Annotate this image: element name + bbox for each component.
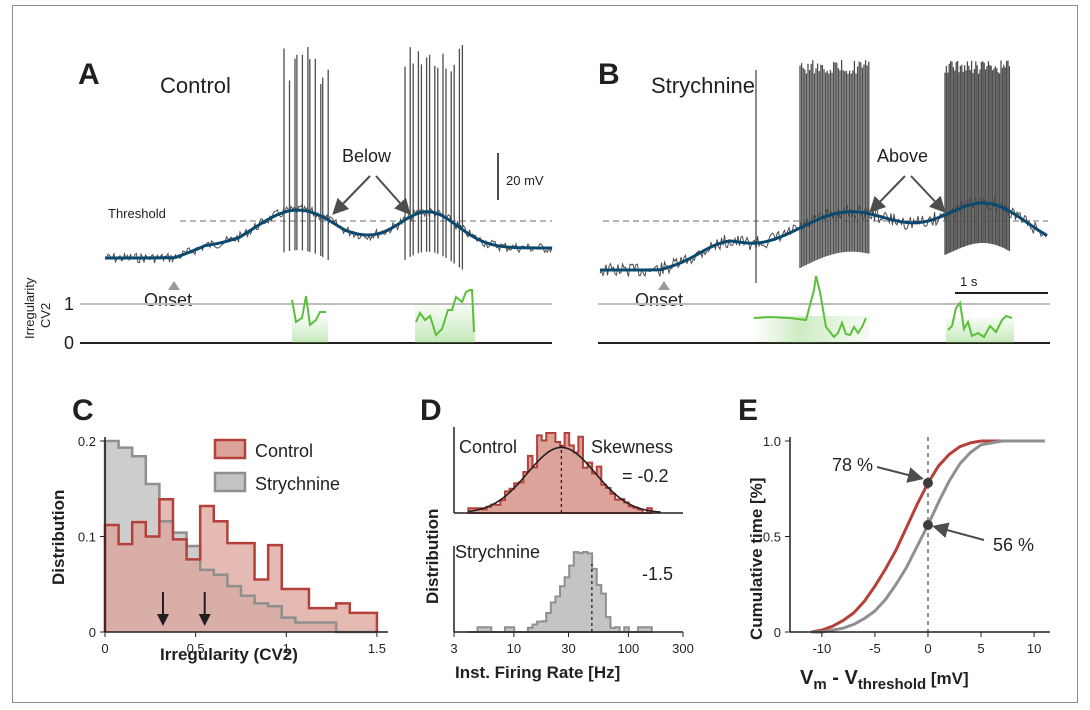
panel-a-cv2-burst1-line [291,295,326,327]
panel-d-x-axis-title: Inst. Firing Rate [Hz] [455,663,620,682]
legend-swatch-strychnine [213,471,247,493]
x-tick-label: 1.5 [368,641,386,656]
panel-a-letter: A [78,58,100,91]
cdf-marker [922,478,933,489]
panel-b-cv2-burst2-line [947,300,1013,339]
panel-d-y-axis-title: Distribution [423,509,442,604]
x-tick-label: 0 [924,641,931,656]
panel-b: B Strychnine Above Onset 1 s [598,58,1050,344]
y-tick-label: 0 [89,625,96,640]
threshold-label: Threshold [108,206,166,221]
panel-a-condition-label: Control [160,73,231,98]
cv2-tick-0: 0 [64,333,74,353]
x-tick-label: 1 [283,641,290,656]
x-tick-label: 3 [450,641,457,656]
panel-a-onset-label: Onset [144,290,192,310]
panel-e-letter: E [738,394,758,427]
marker-arrow [932,522,985,541]
voltage-scale-label: 20 mV [506,173,544,188]
legend-label-strychnine: Strychnine [255,474,340,494]
x-tick-label: 10 [507,641,521,656]
panel-d-strychnine-label: Strychnine [455,542,540,562]
y-tick-label: 1.0 [763,434,781,449]
panel-b-spike-group [755,60,1011,284]
panel-a-annotation: Below [342,146,392,166]
panel-a-arrow-left [332,175,371,215]
strychnine-rate-histogram [468,551,653,633]
cv2-tick-1: 1 [64,294,74,314]
panel-e: E 78 % 56 % -10 -5 0 5 10 0 0.5 1.0 Cumulative ti… [738,394,1050,693]
marker-arrow [876,466,924,483]
x-tick-label: 10 [1027,641,1041,656]
y-tick-label: 0 [774,625,781,640]
y-tick-label: 0.1 [78,530,96,545]
panel-d-skewness-label: Skewness [591,437,673,457]
histogram-outline-strychnine [103,439,377,634]
panel-d: D 3 10 30 100 300 Control Skewness = -0.2 St… [420,394,694,682]
x-tick-label: 5 [977,641,984,656]
marker-label: 78 % [832,455,873,475]
panel-a-arrow-right [375,175,411,215]
panel-b-onset-label: Onset [635,290,683,310]
panel-c-x-axis-title: Irregularity (CV2) [160,645,298,664]
panel-b-annotation: Above [877,146,928,166]
cv2-axis-sublabel: CV2 [38,303,53,328]
panel-a-smoothed-trace [105,208,552,260]
panel-e-y-axis-title: Cumulative time [%] [747,478,766,640]
panel-c-histogram [103,439,379,634]
panel-b-letter: B [598,58,620,91]
panel-a-spike-group [283,45,464,270]
panel-b-onset-marker [658,281,670,290]
x-axis-title-sub1: m [813,676,826,693]
gaussian-fit-curve [468,446,661,513]
panel-c-y-axis-title: Distribution [49,490,68,585]
x-tick-label: 300 [672,641,694,656]
cv2-axis-label: Irregularity [22,277,37,339]
x-axis-title-sub2: threshold [858,676,926,693]
x-tick-label: -5 [869,641,881,656]
panel-b-smoothed-trace [600,201,1048,272]
median-arrow-head [198,614,211,626]
time-scale-label: 1 s [960,274,978,289]
panel-a-cv2-burst2-fill [415,305,475,343]
y-tick-label: 0.2 [78,434,96,449]
panel-d-control-label: Control [459,437,517,457]
x-axis-title-main: V [800,667,814,689]
legend-label-control: Control [255,441,313,461]
marker-label: 56 % [993,535,1034,555]
panel-a-cv2-burst2-line [415,289,475,337]
y-tick-label: 0.5 [763,530,781,545]
x-tick-label: 30 [561,641,575,656]
x-axis-title-unit: [mV] [926,669,969,688]
x-tick-label: 0 [101,641,108,656]
histogram-outline-control [103,498,379,632]
panel-b-arrow-right [910,175,946,213]
panel-a: A Control Threshold Below 20 mV Onset Ir… [22,45,553,353]
x-tick-label: 0.5 [187,641,205,656]
panel-e-x-axis-title: Vm - Vthreshold [mV] [800,667,969,693]
panel-c-letter: C [72,394,94,427]
panel-d-strychnine-skewness: -1.5 [642,564,673,584]
panel-d-letter: D [420,394,442,427]
panel-c: C 0 0.5 1 1.5 0 0.1 0.2 Distribution Irregular… [49,394,388,664]
panel-d-histograms: 3 10 30 100 300 [450,427,694,656]
cdf-marker [922,520,933,531]
panel-b-cv2-burst1-line [753,275,867,339]
panel-a-onset-marker [168,281,180,290]
x-tick-label: 100 [618,641,640,656]
panel-b-cv2-burst2-fill [946,318,1014,343]
panel-b-cv2-burst1-fill [752,316,870,343]
panel-b-condition-label: Strychnine [651,73,755,98]
panel-c-axes: 0 0.5 1 1.5 0 0.1 0.2 [78,434,388,656]
legend-swatch-control [213,438,247,460]
panel-d-control-skewness: = -0.2 [622,466,669,486]
median-arrow-head [157,614,170,626]
panel-e-plot: 78 % 56 % -10 -5 0 5 10 0 0.5 1.0 [763,434,1050,656]
x-tick-label: -10 [812,641,831,656]
x-axis-title-mid: - V [827,667,859,689]
panel-b-arrow-left [869,175,906,213]
